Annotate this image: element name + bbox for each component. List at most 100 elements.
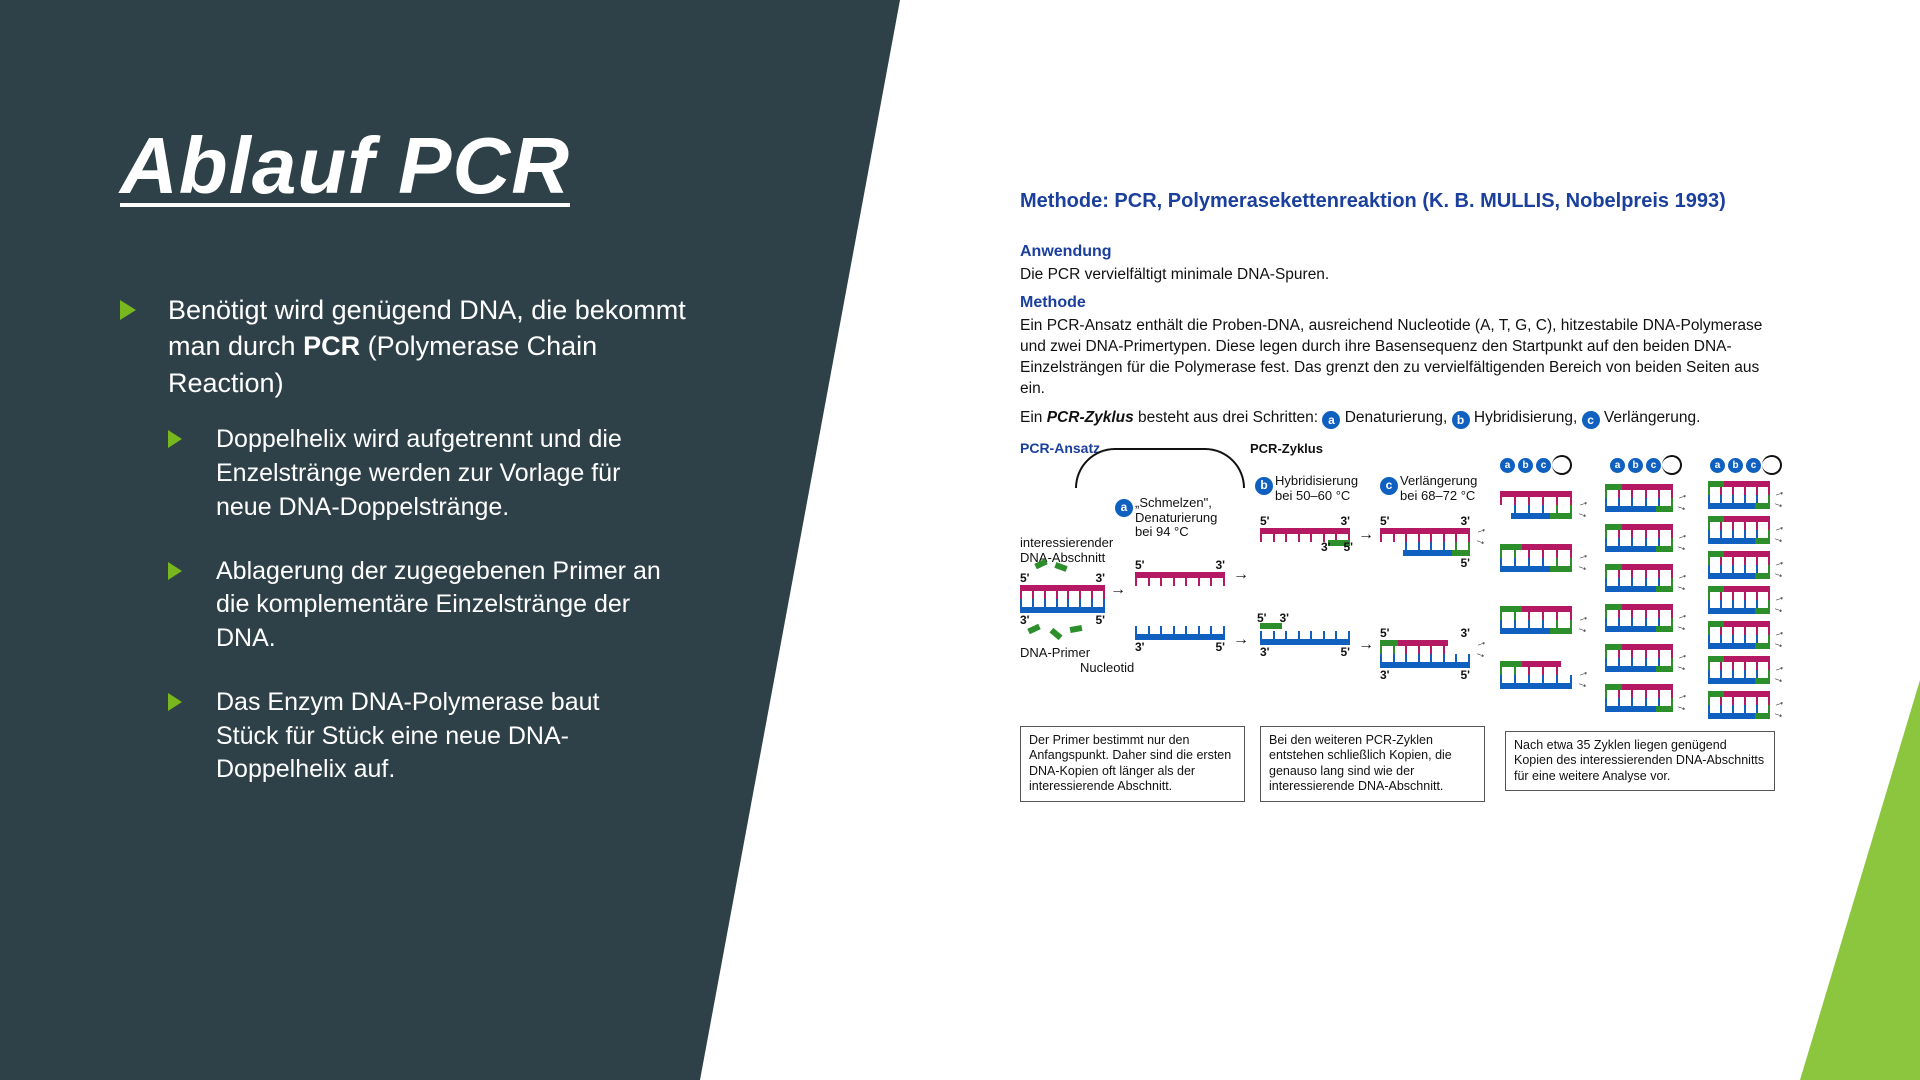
circle-a-icon: a bbox=[1322, 411, 1340, 429]
note-box-3: Nach etwa 35 Zyklen liegen genügend Kopi… bbox=[1505, 731, 1775, 792]
mini-strand bbox=[1605, 604, 1673, 632]
scan-header-r: , Nobelpreis 1993) bbox=[1555, 190, 1726, 212]
methode-text: Ein PCR-Ansatz enthält die Proben-DNA, a… bbox=[1020, 316, 1780, 400]
fork-icon bbox=[1773, 596, 1785, 610]
mini-strand bbox=[1708, 656, 1770, 684]
end-3: 3' bbox=[1095, 571, 1105, 585]
fork-icon bbox=[1773, 561, 1785, 575]
loop-icon bbox=[1552, 455, 1572, 475]
anwendung-text: Die PCR vervielfältigt minimale DNA-Spur… bbox=[1020, 265, 1780, 286]
ss-bot-2: 5'3' 3'5' bbox=[1260, 631, 1350, 659]
fork-icon bbox=[1676, 574, 1688, 588]
methode-label: Methode bbox=[1020, 294, 1780, 312]
mini-strand bbox=[1708, 516, 1770, 544]
zyklus-pre: Ein bbox=[1020, 409, 1047, 426]
step-a-circle: a bbox=[1115, 498, 1133, 517]
mini-strand bbox=[1605, 524, 1673, 552]
left-panel: Ablauf PCR Benötigt wird genügend DNA, d… bbox=[0, 0, 900, 1080]
ss-bot-1: 3'5' bbox=[1135, 626, 1225, 654]
loop-icon bbox=[1662, 455, 1682, 475]
mini-strand bbox=[1500, 491, 1572, 519]
step-a: Denaturierung, bbox=[1340, 409, 1451, 426]
sub-bullet-list: Doppelhelix wird aufgetrennt und die Enz… bbox=[168, 423, 700, 787]
mini-strand bbox=[1500, 661, 1572, 689]
primer-bit bbox=[1049, 627, 1062, 639]
mini-strand bbox=[1708, 481, 1770, 509]
loop-icon bbox=[1762, 455, 1782, 475]
cycle-arc bbox=[1075, 448, 1245, 488]
fork-icon bbox=[1676, 494, 1688, 508]
nucleotid-label: Nucleotid bbox=[1080, 661, 1134, 676]
scan-header: Methode: PCR, Polymerasekettenreaktion (… bbox=[1020, 190, 1780, 213]
fork-icon bbox=[1577, 554, 1589, 568]
scan-header-m: K. B. MULLIS bbox=[1429, 190, 1555, 212]
mini-strand bbox=[1708, 586, 1770, 614]
abc-loop-3: abc bbox=[1710, 458, 1761, 473]
note-box-2: Bei den weiteren PCR-Zyklen entstehen sc… bbox=[1260, 726, 1485, 803]
bullet-1-bold: PCR bbox=[303, 331, 360, 361]
scan-page: Methode: PCR, Polymerasekettenreaktion (… bbox=[1020, 190, 1780, 846]
step-b-circle: b bbox=[1255, 476, 1273, 495]
fork-icon bbox=[1676, 614, 1688, 628]
ext-label: Verlängerung bei 68–72 °C bbox=[1400, 474, 1477, 504]
step-c-circle: c bbox=[1380, 476, 1398, 495]
step-b: Hybridisierung, bbox=[1470, 409, 1582, 426]
slide: Ablauf PCR Benötigt wird genügend DNA, d… bbox=[0, 0, 1920, 1080]
abc-loop-2: abc bbox=[1610, 458, 1661, 473]
fork-icon bbox=[1773, 491, 1785, 505]
fork-icon bbox=[1773, 666, 1785, 680]
abc-loop-1: abc bbox=[1500, 458, 1551, 473]
fork-icon bbox=[1773, 631, 1785, 645]
end-5b: 5' bbox=[1095, 613, 1105, 627]
melt-label: „Schmelzen", Denaturierung bei 94 °C bbox=[1135, 496, 1217, 541]
arrow-icon: → bbox=[1358, 526, 1374, 544]
mini-strand bbox=[1708, 691, 1770, 719]
zyklus-mid: besteht aus drei Schritten: bbox=[1134, 409, 1323, 426]
bullet-1: Benötigt wird genügend DNA, die bekommt … bbox=[120, 292, 700, 787]
fork-icon bbox=[1773, 526, 1785, 540]
interess-label: interessierender DNA-Abschnitt bbox=[1020, 536, 1113, 566]
anwendung-label: Anwendung bbox=[1020, 243, 1780, 261]
mini-strand bbox=[1500, 544, 1572, 572]
end-5: 5' bbox=[1020, 571, 1030, 585]
sub-bullet-1: Doppelhelix wird aufgetrennt und die Enz… bbox=[168, 423, 668, 524]
slide-title: Ablauf PCR bbox=[120, 120, 700, 212]
mini-strand bbox=[1500, 606, 1572, 634]
mini-strand bbox=[1605, 564, 1673, 592]
hyb-label: Hybridisierung bei 50–60 °C bbox=[1275, 474, 1358, 504]
dna-primer-label: DNA-Primer bbox=[1020, 646, 1090, 661]
ds-top-3: 5'3' 5' bbox=[1380, 514, 1470, 570]
scan-header-l: Methode: PCR, Polymerasekettenreaktion ( bbox=[1020, 190, 1429, 212]
zyklus-em: PCR-Zyklus bbox=[1047, 409, 1134, 426]
sub-bullet-2: Ablagerung der zugegebenen Primer an die… bbox=[168, 555, 668, 656]
arrow-icon: → bbox=[1233, 631, 1249, 649]
mini-strand bbox=[1708, 621, 1770, 649]
zyklus-line: Ein PCR-Zyklus besteht aus drei Schritte… bbox=[1020, 408, 1780, 429]
bullet-list: Benötigt wird genügend DNA, die bekommt … bbox=[120, 292, 700, 787]
fork-icon bbox=[1577, 616, 1589, 630]
circle-b-icon: b bbox=[1452, 411, 1470, 429]
arrow-icon: → bbox=[1110, 581, 1126, 599]
ss-top-2: 5'3' 3'5' bbox=[1260, 514, 1350, 542]
note-box-1: Der Primer bestimmt nur den Anfangspunkt… bbox=[1020, 726, 1245, 803]
mini-strand bbox=[1605, 684, 1673, 712]
mini-strand bbox=[1708, 551, 1770, 579]
mini-strand bbox=[1605, 644, 1673, 672]
ss-top-1: 5'3' bbox=[1135, 558, 1225, 586]
step-c: Verlängerung. bbox=[1600, 409, 1701, 426]
fork-icon bbox=[1577, 501, 1589, 515]
accent-wedge bbox=[1800, 680, 1920, 1080]
ds-strand-top: 5'3' 3'5' bbox=[1020, 571, 1105, 627]
fork-icon bbox=[1676, 654, 1688, 668]
fork-icon bbox=[1475, 641, 1487, 655]
pcr-diagram: PCR-Zyklus interessierender DNA-Abschnit… bbox=[1020, 466, 1780, 846]
primer-bit bbox=[1070, 625, 1083, 633]
fork-icon bbox=[1773, 701, 1785, 715]
mini-strand bbox=[1605, 484, 1673, 512]
pcr-zyklus-label: PCR-Zyklus bbox=[1250, 442, 1323, 457]
fork-icon bbox=[1475, 528, 1487, 542]
fork-icon bbox=[1676, 534, 1688, 548]
arrow-icon: → bbox=[1358, 636, 1374, 654]
circle-c-icon: c bbox=[1582, 411, 1600, 429]
fork-icon bbox=[1577, 671, 1589, 685]
